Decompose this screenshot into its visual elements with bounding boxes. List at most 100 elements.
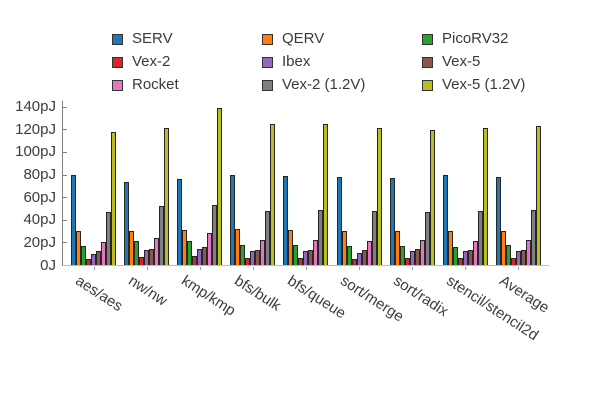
bar bbox=[495, 176, 501, 265]
bar bbox=[308, 250, 314, 265]
legend-swatch-icon bbox=[422, 33, 433, 45]
bar bbox=[240, 244, 246, 265]
bar bbox=[270, 123, 276, 265]
legend-item: Ibex bbox=[262, 54, 422, 70]
legend-item: Vex-2 bbox=[112, 54, 262, 70]
bar bbox=[255, 250, 261, 265]
bar bbox=[303, 251, 309, 265]
bar bbox=[101, 242, 107, 265]
x-tick-mark bbox=[518, 267, 520, 270]
bar-group-bfs-queue bbox=[283, 101, 329, 265]
legend-label: Rocket bbox=[132, 76, 179, 93]
bar bbox=[293, 244, 299, 265]
x-tick-mark bbox=[465, 267, 467, 270]
bar bbox=[260, 240, 266, 265]
bar bbox=[457, 258, 463, 265]
bar bbox=[404, 258, 410, 265]
legend-swatch-icon bbox=[422, 56, 433, 68]
legend-label: SERV bbox=[132, 30, 173, 47]
bar-group-sort-merge bbox=[336, 101, 382, 265]
bar bbox=[442, 174, 448, 265]
bar bbox=[318, 209, 324, 265]
legend-label: QERV bbox=[282, 30, 325, 47]
legend-item: PicoRV32 bbox=[422, 31, 525, 47]
bar bbox=[482, 128, 488, 265]
bar bbox=[530, 209, 536, 265]
bar bbox=[235, 228, 241, 265]
legend-label: Vex-5 bbox=[442, 53, 481, 70]
bar bbox=[71, 174, 77, 265]
y-tick-label: 140pJ bbox=[15, 98, 56, 116]
y-tick-mark bbox=[63, 197, 67, 199]
bar bbox=[91, 253, 97, 265]
legend-item: Rocket bbox=[112, 77, 262, 93]
legend-item: Vex-2 (1.2V) bbox=[262, 77, 422, 93]
x-tick-mark bbox=[93, 267, 95, 270]
x-tick-label: bfs/bulk bbox=[231, 272, 284, 315]
legend-swatch-icon bbox=[262, 33, 273, 45]
bar bbox=[217, 107, 223, 265]
bar bbox=[356, 252, 362, 265]
legend-swatch-icon bbox=[262, 79, 273, 91]
bar bbox=[371, 210, 377, 265]
bar bbox=[361, 250, 367, 265]
bar-group-kmp-kmp bbox=[177, 101, 223, 265]
bar bbox=[414, 249, 420, 265]
legend-swatch-icon bbox=[112, 56, 123, 68]
bar bbox=[409, 251, 415, 265]
bar bbox=[462, 251, 468, 265]
bar bbox=[245, 258, 251, 265]
x-tick-mark bbox=[252, 267, 254, 270]
bar bbox=[230, 174, 236, 265]
bar bbox=[76, 231, 82, 265]
bar bbox=[447, 231, 453, 265]
y-tick-label: 20pJ bbox=[23, 233, 56, 251]
x-tick-label: kmp/kmp bbox=[178, 272, 239, 320]
bar bbox=[86, 259, 92, 265]
legend-swatch-icon bbox=[112, 33, 123, 45]
x-tick-label: nw/nw bbox=[124, 272, 170, 310]
bar bbox=[144, 250, 150, 265]
bar bbox=[139, 257, 145, 265]
bar bbox=[164, 128, 170, 265]
bar bbox=[81, 245, 87, 265]
bar-group-bfs-bulk bbox=[230, 101, 276, 265]
bar bbox=[106, 211, 112, 265]
bar-group-average bbox=[495, 101, 541, 265]
legend-label: PicoRV32 bbox=[442, 30, 509, 47]
legend: SERV QERV PicoRV32 Vex-2 Ibex Vex-5 Rocket Vex-… bbox=[112, 31, 525, 93]
legend-label: Ibex bbox=[282, 53, 311, 70]
bar bbox=[129, 231, 135, 265]
legend-item: Vex-5 bbox=[422, 54, 525, 70]
bar-group-aes-aes bbox=[71, 101, 117, 265]
y-tick-mark bbox=[63, 151, 67, 153]
bar bbox=[134, 241, 140, 265]
bar bbox=[346, 245, 352, 265]
plot-area bbox=[62, 101, 549, 266]
y-tick-mark bbox=[63, 219, 67, 221]
x-tick-label: aes/aes bbox=[71, 272, 126, 316]
y-tick-label: 0J bbox=[40, 256, 56, 274]
bar bbox=[472, 241, 478, 265]
bar bbox=[500, 231, 506, 265]
bar bbox=[467, 250, 473, 265]
bar bbox=[154, 237, 160, 265]
bar bbox=[510, 258, 516, 265]
legend-label: Vex-2 bbox=[132, 53, 171, 70]
bar-group-stencil-stencil2d bbox=[442, 101, 488, 265]
bar bbox=[376, 128, 382, 265]
x-tick-mark bbox=[412, 267, 414, 270]
bar bbox=[394, 231, 400, 265]
legend-label: Vex-5 (1.2V) bbox=[442, 76, 526, 93]
y-tick-mark bbox=[63, 106, 67, 108]
bar bbox=[187, 241, 193, 265]
bar bbox=[323, 123, 329, 265]
bar bbox=[149, 249, 155, 265]
bar-group-nw-nw bbox=[124, 101, 170, 265]
bar bbox=[159, 206, 165, 265]
bar bbox=[192, 255, 198, 265]
bar bbox=[520, 250, 526, 265]
bar bbox=[283, 175, 289, 265]
bar bbox=[505, 244, 511, 265]
legend-swatch-icon bbox=[112, 79, 123, 91]
